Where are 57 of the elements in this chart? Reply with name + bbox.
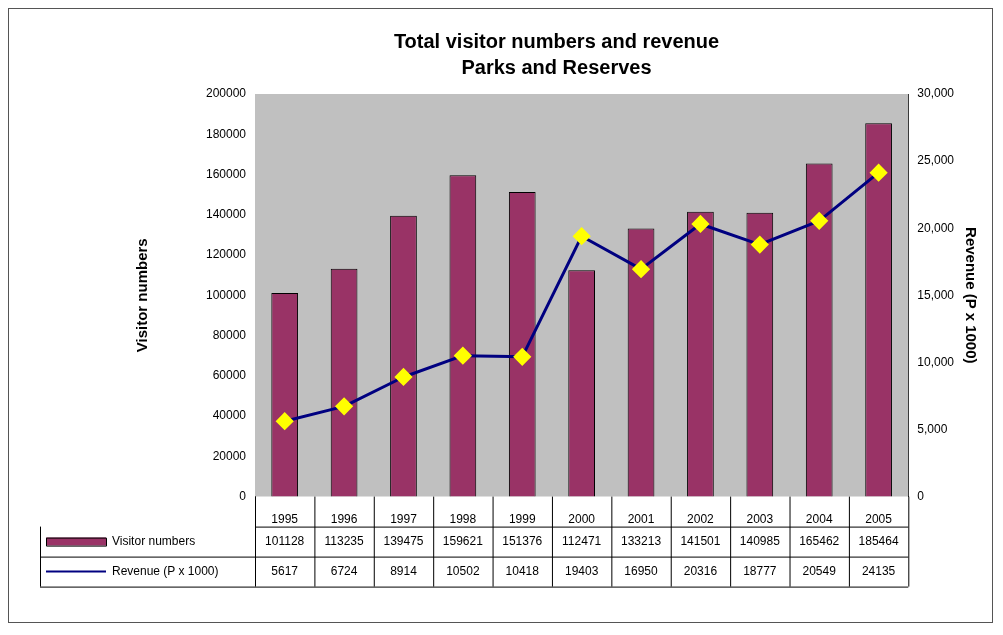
x-tick-label: 1996: [330, 512, 358, 527]
data-label: 113235: [324, 533, 364, 548]
data-label: 20549: [802, 563, 837, 578]
y2-tick-label: 5,000: [917, 421, 948, 436]
y-tick-label: 0: [239, 488, 247, 503]
x-tick-label: 1999: [508, 512, 536, 527]
legend-label: Visitor numbers: [112, 533, 196, 548]
y2-tick-label: 0: [917, 488, 925, 503]
y2-tick-label: 10,000: [917, 354, 955, 369]
y2-tick-label: 30,000: [917, 86, 955, 101]
x-tick-label: 1998: [449, 512, 477, 527]
x-tick-label: 1995: [271, 512, 299, 527]
y-axis-title: Visitor numbers: [133, 238, 151, 353]
data-label: 140985: [739, 533, 781, 548]
chart-title: Total visitor numbers and revenue: [393, 29, 720, 52]
x-tick-label: 2001: [627, 512, 655, 527]
y2-tick-label: 25,000: [917, 153, 955, 168]
x-tick-label: 2002: [687, 512, 715, 527]
data-label: 18777: [743, 563, 777, 578]
y2-axis-title: Revenue (P x 1000): [962, 227, 980, 364]
chart-subtitle: Parks and Reserves: [461, 55, 652, 78]
y2-tick-label: 20,000: [917, 220, 955, 235]
y-tick-label: 180000: [205, 126, 247, 141]
data-label: 5617: [271, 563, 299, 578]
y-tick-label: 100000: [205, 287, 247, 302]
data-label: 10502: [446, 563, 480, 578]
data-label: 139475: [383, 533, 424, 548]
y-tick-label: 120000: [205, 247, 247, 262]
data-label: 133213: [621, 533, 662, 548]
data-label: 20316: [683, 563, 718, 578]
y-tick-label: 60000: [212, 368, 247, 383]
data-label: 185464: [858, 533, 899, 548]
x-tick-label: 2003: [746, 512, 774, 527]
y-tick-label: 200000: [205, 86, 247, 101]
y-tick-label: 40000: [212, 408, 247, 423]
data-label: 101128: [265, 533, 305, 548]
data-label: 19403: [564, 563, 599, 578]
data-label: 8914: [390, 563, 418, 578]
y-tick-label: 160000: [205, 166, 247, 181]
y-tick-label: 20000: [212, 448, 247, 463]
data-label: 16950: [624, 563, 659, 578]
data-label: 24135: [861, 563, 896, 578]
data-label: 141501: [680, 533, 721, 548]
data-label: 112471: [562, 533, 602, 548]
data-label: 10418: [505, 563, 540, 578]
data-label: 151376: [502, 533, 543, 548]
x-tick-label: 2005: [865, 512, 893, 527]
y-tick-label: 140000: [205, 207, 247, 222]
y-tick-label: 80000: [212, 327, 247, 342]
x-tick-label: 1997: [390, 512, 418, 527]
data-label: 165462: [799, 533, 840, 548]
data-label: 6724: [330, 563, 358, 578]
x-tick-label: 2000: [568, 512, 596, 527]
data-label: 159621: [442, 533, 484, 548]
x-tick-label: 2004: [805, 512, 833, 527]
legend-label: Revenue (P x 1000): [112, 563, 219, 578]
y2-tick-label: 15,000: [917, 287, 955, 302]
